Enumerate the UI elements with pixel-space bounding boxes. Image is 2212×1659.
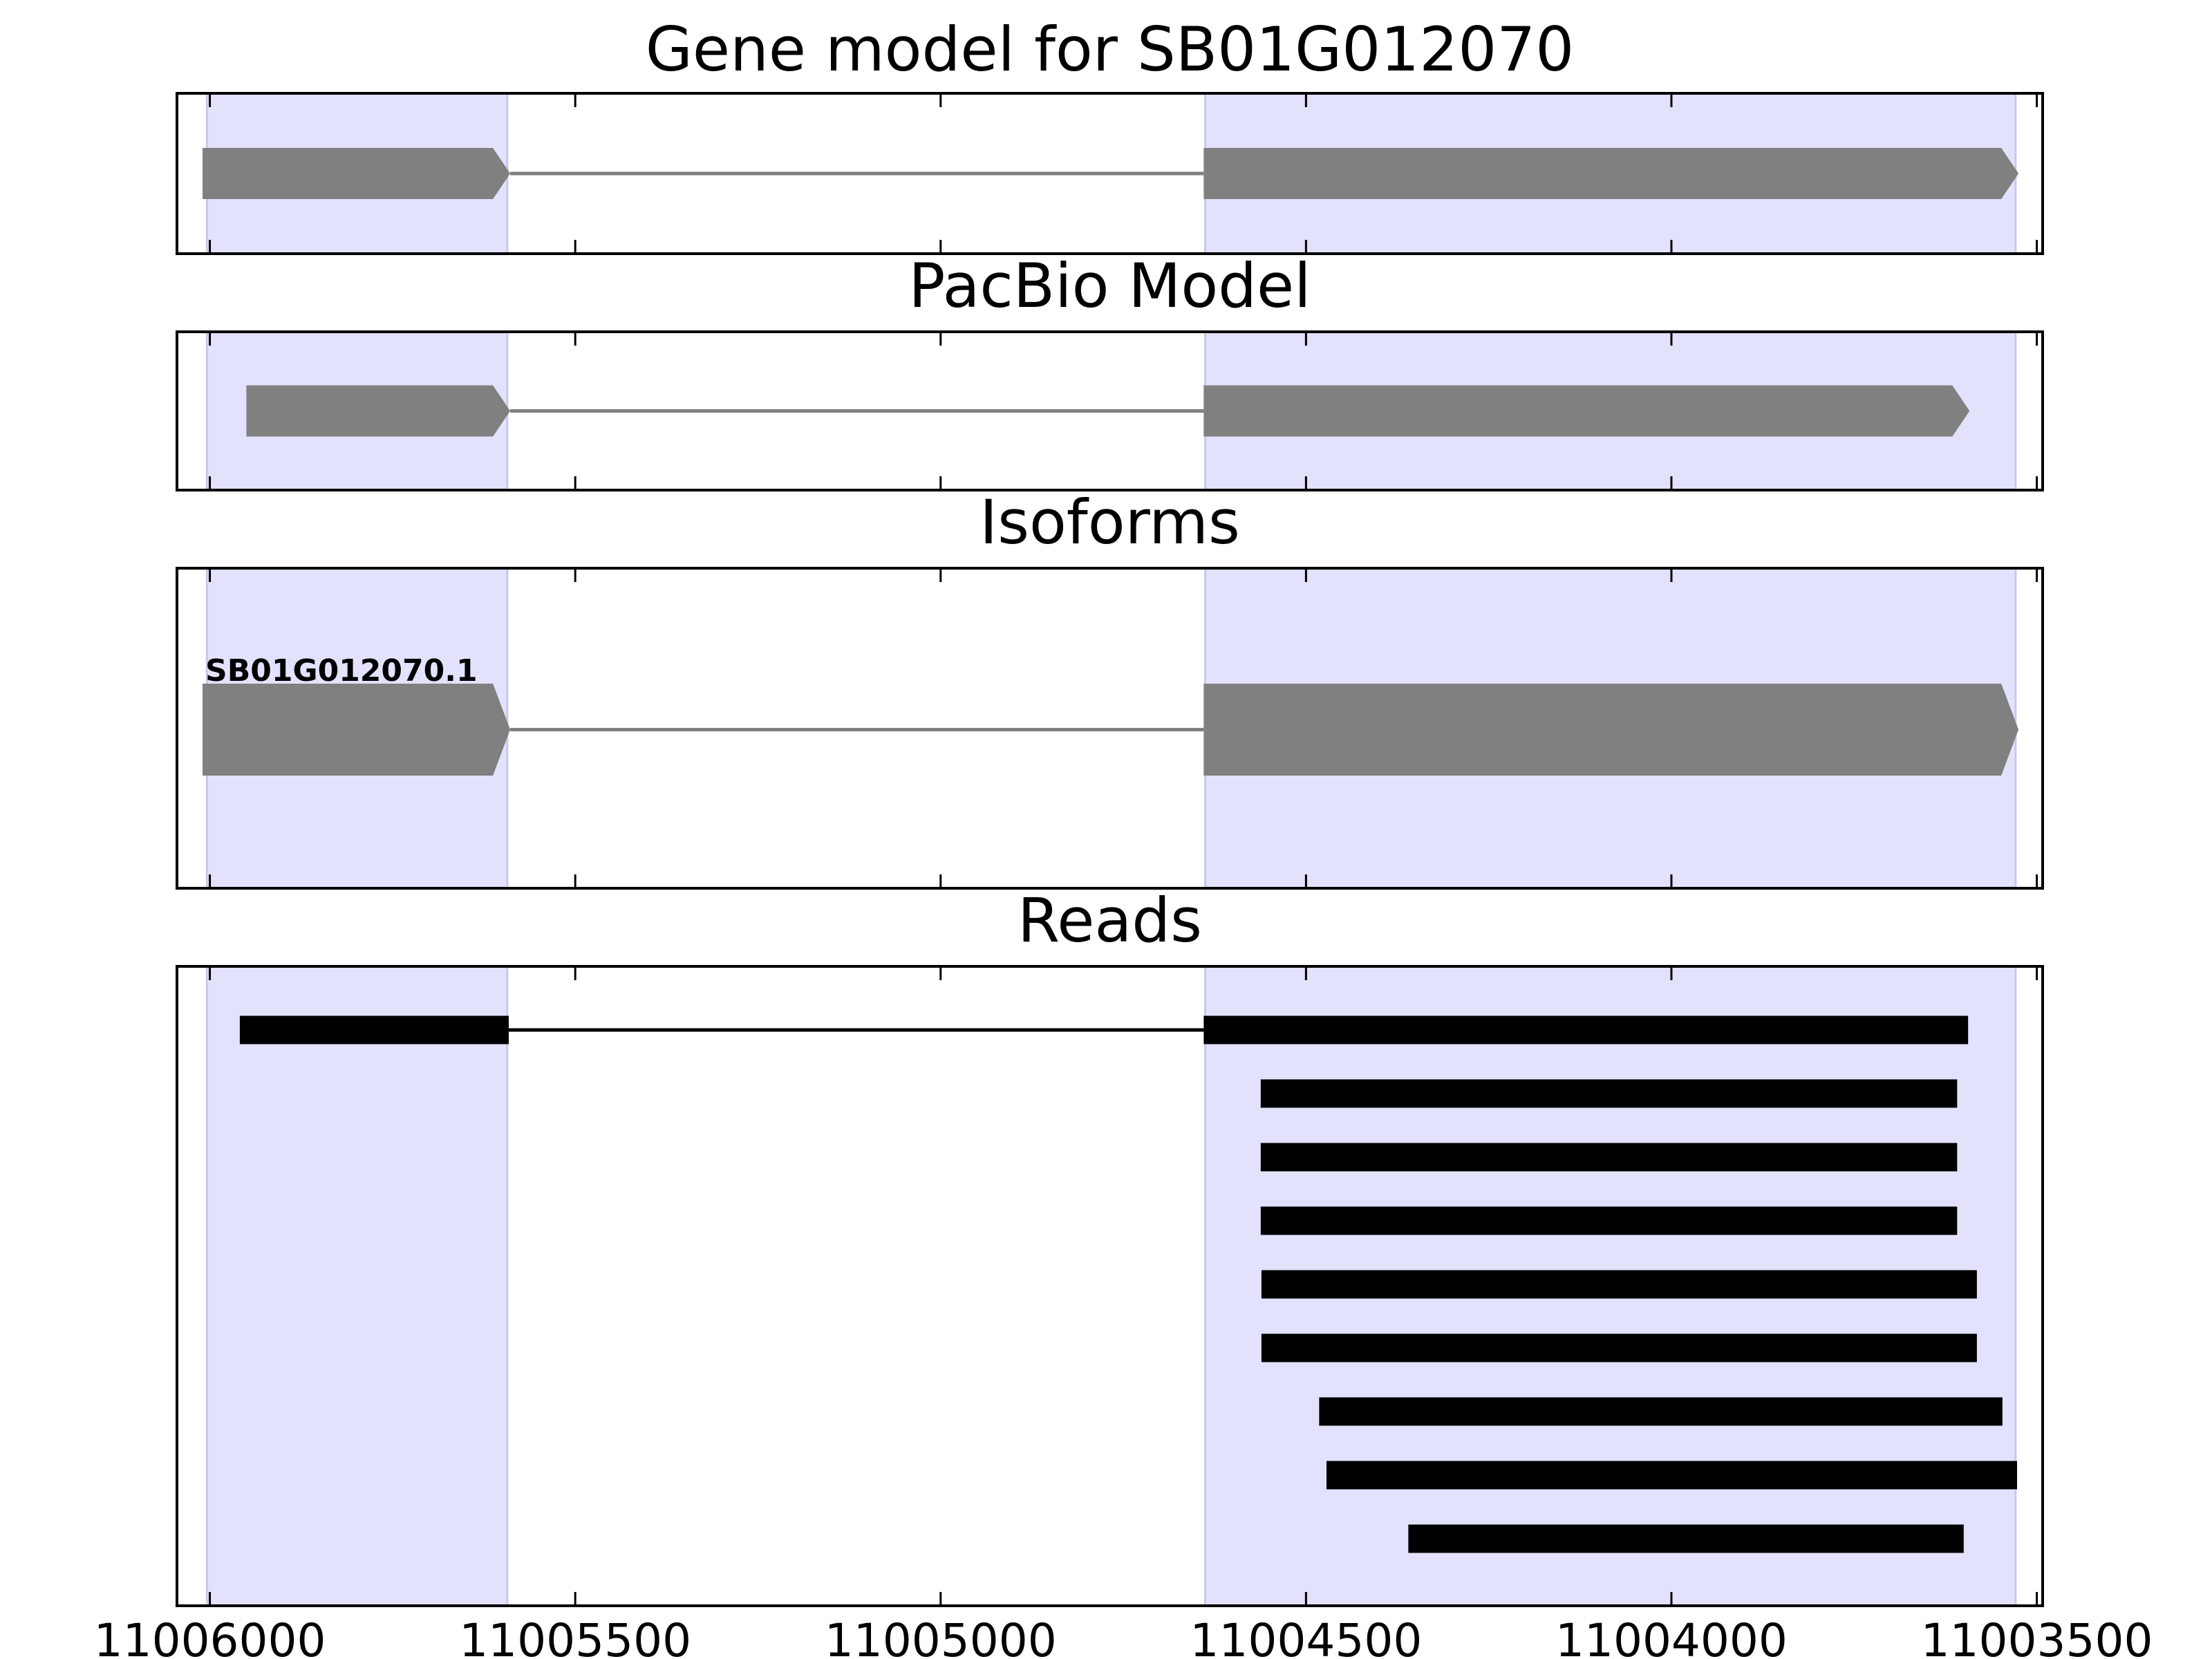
panel-frame (176, 330, 2044, 491)
exon (203, 684, 511, 776)
read-block (1203, 1015, 1969, 1044)
x-tick-label: 11005500 (459, 1614, 691, 1659)
panel-title: PacBio Model (908, 250, 1311, 321)
panel-title: Isoforms (980, 487, 1240, 558)
x-tick-label: 11006000 (94, 1614, 326, 1659)
read-block (1319, 1397, 2003, 1426)
panel-title: Gene model for SB01G012070 (646, 14, 1575, 85)
panel-title: Reads (1018, 885, 1202, 956)
panel-frame (176, 567, 2044, 890)
exon (203, 148, 511, 199)
panel-frame (176, 965, 2044, 1607)
read-block (1260, 1206, 1958, 1235)
x-tick-label: 11003500 (1921, 1614, 2153, 1659)
read-block (1260, 1079, 1958, 1108)
x-tick-label: 11005000 (825, 1614, 1057, 1659)
exon (246, 385, 511, 437)
read-block (1326, 1461, 2017, 1490)
panel-frame (176, 92, 2044, 255)
read-block (1260, 1143, 1958, 1172)
exon-highlight (205, 965, 509, 1607)
read-block (239, 1015, 509, 1044)
x-tick-label: 11004500 (1190, 1614, 1422, 1659)
exon (1203, 684, 2019, 776)
read-block (1408, 1524, 1964, 1553)
read-block (1261, 1270, 1977, 1299)
x-tick-label: 11004000 (1555, 1614, 1788, 1659)
isoform-label: SB01G012070.1 (205, 653, 478, 688)
read-block (1261, 1333, 1977, 1362)
exon (1203, 148, 2019, 199)
exon (1203, 385, 1970, 437)
